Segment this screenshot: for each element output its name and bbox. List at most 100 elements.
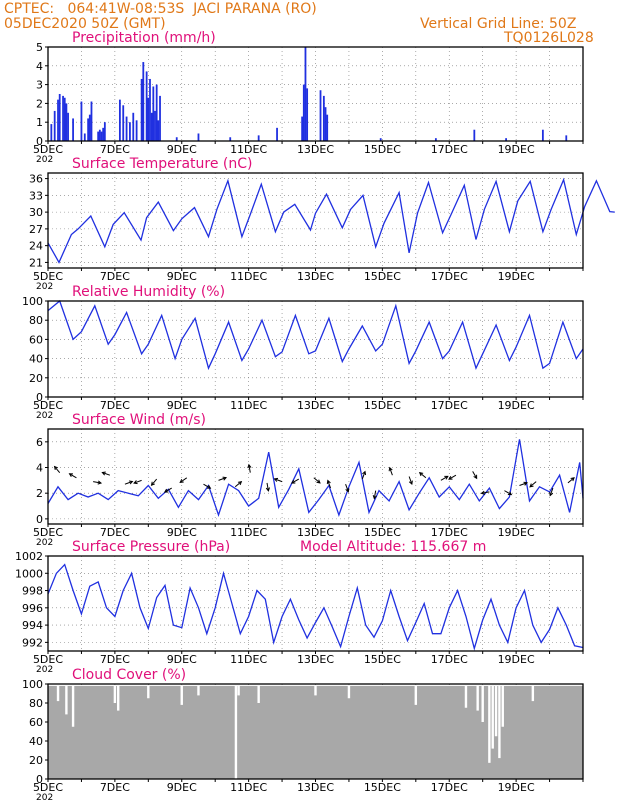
x-tick-label: 11DEC [230, 143, 267, 156]
cloud-cover-gap [476, 685, 479, 711]
wind-arrow-head [372, 495, 377, 500]
precip-bar [62, 95, 64, 141]
precip-bar [58, 94, 61, 141]
x-year-fragment: 202 [36, 155, 53, 165]
y-tick-label: 4 [36, 462, 43, 475]
y-tick-label: 30 [29, 206, 43, 219]
wind-arrow-head [362, 470, 367, 476]
precip-bar [140, 78, 143, 141]
precip-bar [53, 110, 56, 141]
cloud-cover-gap [71, 685, 75, 727]
panel-title: Surface Pressure (hPa) [72, 539, 230, 555]
cloud-cover-gap [498, 685, 501, 759]
precip-bar [129, 122, 131, 141]
series-line [47, 299, 584, 371]
x-tick-label: 5DEC [33, 270, 63, 283]
wind-arrow [291, 478, 300, 484]
precip-bar [319, 90, 322, 141]
precip-bar [87, 118, 90, 141]
x-tick-label: 13DEC [297, 143, 334, 156]
x-tick-label: 15DEC [364, 270, 401, 283]
y-tick-label: 100 [22, 295, 43, 308]
cloud-cover-gap [488, 685, 491, 763]
panel-title: Relative Humidity (%) [72, 284, 225, 300]
wind-arrow [440, 475, 449, 481]
cloud-cover-gap [501, 685, 504, 727]
cloud-cover-gap [481, 685, 484, 722]
wind-arrow [549, 487, 554, 496]
wind-arrow [345, 484, 349, 492]
wind-arrow-head [265, 487, 270, 492]
wind-arrow [313, 477, 321, 484]
y-tick-label: 100 [22, 678, 43, 691]
series-line [47, 177, 615, 264]
x-year-fragment: 202 [36, 665, 53, 675]
wind-arrow-head [473, 474, 478, 480]
x-tick-label: 9DEC [167, 143, 197, 156]
y-tick-label: 1 [36, 116, 43, 129]
precip-bar [67, 112, 69, 141]
wind-arrow-head [570, 477, 575, 482]
panel-title: Precipitation (mm/h) [72, 30, 216, 46]
wind-arrow [567, 477, 575, 484]
y-tick-label: 1002 [15, 550, 43, 563]
x-tick-label: 13DEC [297, 399, 334, 412]
wind-arrow-head [53, 465, 59, 471]
precip-bar [72, 118, 74, 141]
x-year-fragment: 202 [36, 538, 53, 548]
y-tick-label: 20 [29, 754, 43, 767]
x-year-fragment: 202 [36, 793, 53, 800]
precip-bar [149, 78, 151, 141]
wind-arrow-head [507, 491, 513, 496]
precip-bar [65, 103, 68, 141]
cloud-cover-gap [180, 685, 183, 705]
x-tick-label: 9DEC [167, 653, 197, 666]
header-line1: CPTEC: 064:41W-08:53S JACI PARANA (RO) [4, 1, 317, 17]
wind-arrow [164, 487, 172, 493]
wind-arrow [419, 472, 427, 479]
y-tick-label: 6 [36, 436, 43, 449]
x-tick-label: 7DEC [100, 399, 130, 412]
wind-arrow-head [222, 476, 228, 481]
wind-arrow-head [179, 479, 184, 483]
x-year-fragment: 202 [36, 411, 53, 421]
wind-arrow-head [237, 480, 243, 486]
wind-arrow-head [316, 479, 321, 484]
y-tick-label: 33 [29, 189, 43, 202]
precip-bar [90, 101, 93, 141]
wind-arrow-head [273, 477, 279, 482]
x-tick-label: 19DEC [498, 653, 535, 666]
header-right1: Vertical Grid Line: 50Z [420, 16, 577, 32]
wind-arrow [248, 464, 251, 473]
precip-bar [541, 129, 544, 141]
precip-bar [197, 133, 200, 141]
x-tick-label: 11DEC [230, 399, 267, 412]
precip-bar [565, 135, 568, 141]
wind-arrow [504, 490, 512, 496]
wind-arrow [481, 491, 490, 494]
header-right2: TQ0126L028 [504, 30, 594, 46]
x-tick-label: 15DEC [364, 143, 401, 156]
precip-bar [122, 105, 125, 141]
precip-bar [302, 84, 305, 141]
header-line2: 05DEC2020 50Z (GMT) [4, 16, 166, 32]
x-tick-label: 15DEC [364, 526, 401, 539]
wind-arrow [472, 471, 478, 479]
y-tick-label: 60 [29, 716, 43, 729]
precip-bar [175, 137, 178, 141]
panel-title: Surface Temperature (nC) [72, 156, 253, 172]
x-tick-label: 19DEC [498, 143, 535, 156]
wind-arrow-head [345, 488, 350, 493]
precip-bar [142, 62, 145, 141]
wind-arrow [54, 466, 61, 473]
x-tick-label: 11DEC [230, 270, 267, 283]
y-tick-label: 998 [22, 585, 43, 598]
cloud-cover-gap [257, 685, 260, 703]
wind-arrow-head [163, 488, 169, 493]
precip-bar [98, 129, 101, 141]
precip-bar [301, 116, 304, 141]
precip-bar [97, 131, 100, 141]
y-tick-label: 994 [22, 619, 43, 632]
wind-arrow [519, 482, 528, 486]
wind-arrow [389, 467, 393, 476]
